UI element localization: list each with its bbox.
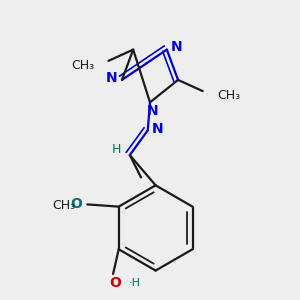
Text: O: O [110,276,121,290]
Text: ·H: ·H [129,278,141,288]
Text: O: O [70,197,82,212]
Text: N: N [171,40,183,54]
Text: CH₃: CH₃ [217,89,240,102]
Text: CH₃: CH₃ [71,59,94,72]
Text: H: H [112,143,121,156]
Text: N: N [106,71,118,85]
Text: N: N [146,104,158,118]
Text: N: N [152,122,164,136]
Text: CH₃: CH₃ [52,199,75,212]
